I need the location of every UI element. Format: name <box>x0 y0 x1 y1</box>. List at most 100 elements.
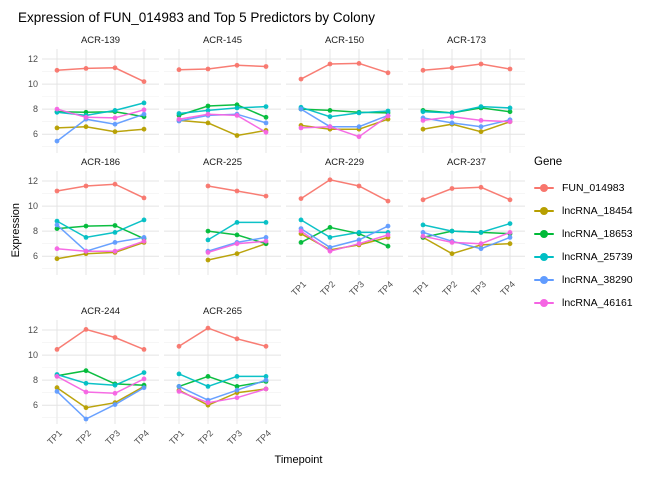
series-line-lncRNA_46161 <box>178 113 267 133</box>
facet-label-ACR-244: ACR-244 <box>80 306 121 317</box>
data-point <box>420 109 426 115</box>
series-lncRNA_18653 <box>205 228 269 247</box>
y-tick-label: 12 <box>27 53 38 64</box>
series-lncRNA_25739 <box>298 104 391 120</box>
data-point <box>507 230 513 235</box>
x-tick-label: TP2 <box>440 279 460 298</box>
data-point <box>234 220 240 225</box>
data-point <box>83 327 89 332</box>
facet-grid: 12 10 8 6 ACR-139 ACR-145 ACR-150 ACR-173 12 10 8 6… <box>22 34 530 454</box>
data-point <box>141 376 147 382</box>
data-point <box>356 230 362 235</box>
legend-item-lncRNA_18653: lncRNA_18653 <box>534 223 668 246</box>
legend-key-dot <box>540 207 548 215</box>
legend-key-lncRNA_25739 <box>534 252 554 262</box>
facet-ACR-145: ACR-145 <box>164 34 281 153</box>
data-point <box>83 248 89 254</box>
data-point <box>141 79 147 84</box>
data-point <box>141 111 147 117</box>
series-line-lncRNA_46161 <box>56 108 145 119</box>
y-tick-label: 10 <box>27 78 38 89</box>
series-line-lncRNA_18454 <box>56 385 145 409</box>
x-tick-label: TP1 <box>289 279 309 298</box>
chart-title: Expression of FUN_014983 and Top 5 Predi… <box>18 10 375 25</box>
series-line-lncRNA_18454 <box>178 119 267 137</box>
x-tick-label: TP4 <box>132 428 152 447</box>
data-point <box>205 325 211 331</box>
series-lncRNA_38290 <box>54 385 147 422</box>
series-line-lncRNA_38290 <box>422 117 511 128</box>
data-point <box>112 382 118 388</box>
data-point <box>83 114 89 120</box>
data-point <box>234 113 240 118</box>
data-point <box>83 124 89 130</box>
legend-item-lncRNA_38290: lncRNA_38290 <box>534 269 668 292</box>
data-point <box>141 347 147 352</box>
data-point <box>327 177 333 183</box>
data-point <box>205 66 211 72</box>
series-lncRNA_25739 <box>420 221 513 235</box>
data-point <box>205 103 211 109</box>
y-axis-title: Expression <box>10 202 22 258</box>
data-point <box>385 243 391 249</box>
data-point <box>234 374 240 379</box>
series-lncRNA_18454 <box>176 386 269 408</box>
data-point <box>112 115 118 121</box>
data-point <box>507 105 513 111</box>
facet-panel-ACR-145 <box>164 49 281 153</box>
data-point <box>449 251 455 257</box>
series-lncRNA_18454 <box>54 384 147 411</box>
series-line-lncRNA_18653 <box>178 104 267 118</box>
legend-items: FUN_014983 lncRNA_18454 lncRNA_18653 lncRNA… <box>534 177 668 315</box>
facet-ACR-229: ACR-229 TP1 TP2 TP3 TP4 <box>286 156 403 302</box>
legend-item-lncRNA_46161: lncRNA_46161 <box>534 292 668 315</box>
series-lncRNA_46161 <box>54 238 147 254</box>
data-point <box>205 384 211 389</box>
data-point <box>507 119 513 125</box>
data-point <box>263 114 269 120</box>
data-point <box>478 184 484 190</box>
series-FUN_014983 <box>298 61 391 82</box>
data-point <box>112 223 118 228</box>
data-point <box>507 235 513 240</box>
series-line-FUN_014983 <box>422 63 511 72</box>
x-tick-label: TP2 <box>318 279 338 298</box>
data-point <box>507 66 513 72</box>
series-line-lncRNA_38290 <box>300 108 389 128</box>
data-point <box>234 384 240 389</box>
data-point <box>54 246 60 252</box>
legend-item-lncRNA_18454: lncRNA_18454 <box>534 200 668 223</box>
facet-row-3: 12 10 8 6 ACR-244 TP1 TP2 TP3 TP4 ACR-265 TP1 TP2 TP… <box>22 305 530 451</box>
data-point <box>205 228 211 234</box>
series-line-lncRNA_18454 <box>422 236 511 255</box>
series-line-FUN_014983 <box>178 327 267 348</box>
data-point <box>298 228 304 234</box>
y-tick-label: 8 <box>32 225 38 236</box>
data-point <box>356 110 362 116</box>
series-lncRNA_46161 <box>298 113 391 140</box>
data-point <box>205 374 211 379</box>
series-lncRNA_25739 <box>205 220 269 243</box>
series-line-lncRNA_38290 <box>56 224 145 253</box>
data-point <box>356 134 362 140</box>
series-line-lncRNA_38290 <box>178 379 267 402</box>
facet-panel-ACR-229 <box>286 171 403 275</box>
series-FUN_014983 <box>54 65 147 84</box>
data-point <box>54 226 60 231</box>
legend-item-label: lncRNA_25739 <box>562 251 633 263</box>
data-point <box>263 343 269 349</box>
series-lncRNA_25739 <box>54 217 147 240</box>
series-line-lncRNA_38290 <box>422 231 511 250</box>
x-tick-label: TP1 <box>167 428 187 447</box>
series-lncRNA_18653 <box>298 225 391 249</box>
y-tick-label: 8 <box>32 374 38 385</box>
data-point <box>83 416 89 422</box>
legend-title: Gene <box>534 155 563 168</box>
data-point <box>298 196 304 201</box>
data-point <box>478 118 484 123</box>
data-point <box>385 113 391 119</box>
facet-ACR-186: ACR-186 <box>42 156 159 302</box>
legend-key-dot <box>540 230 548 238</box>
legend-item-label: lncRNA_46161 <box>562 297 633 309</box>
data-point <box>205 237 211 243</box>
